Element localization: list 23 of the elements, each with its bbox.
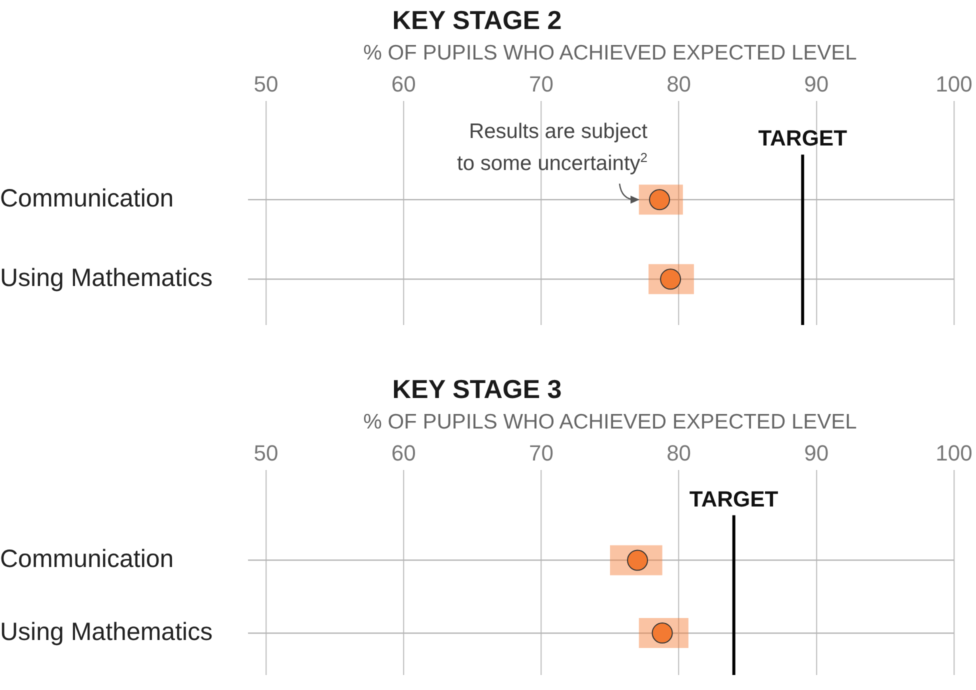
chart-title: KEY STAGE 2: [392, 4, 562, 35]
y-tick-label: Communication: [0, 545, 174, 574]
x-axis-title: % OF PUPILS WHO ACHIEVED EXPECTED LEVEL: [363, 42, 857, 65]
x-tick-label: 90: [804, 440, 829, 466]
y-tick-label: Communication: [0, 184, 174, 213]
chart-title: KEY STAGE 3: [392, 374, 562, 404]
x-tick-label: 80: [666, 440, 692, 466]
y-tick-label: Using Mathematics: [0, 618, 213, 646]
x-tick-label: 100: [936, 440, 972, 466]
x-tick-label: 50: [254, 72, 278, 97]
ref-line-label: TARGET: [689, 486, 779, 512]
x-tick-label: 90: [804, 72, 829, 97]
x-tick-label: 70: [528, 72, 554, 97]
annotation: Results are subject to some uncertainty$^{2}$: [456, 118, 648, 177]
x-tick-label: 60: [391, 440, 416, 466]
ref-line-label: TARGET: [758, 126, 848, 151]
x-tick-label: 50: [254, 440, 278, 466]
x-tick-label: 100: [936, 72, 972, 97]
x-tick-label: 60: [391, 72, 416, 97]
x-tick-label: 80: [666, 72, 692, 97]
x-tick-label: 70: [528, 440, 554, 466]
y-tick-label: Using Mathematics: [0, 264, 213, 292]
x-axis-title: % OF PUPILS WHO ACHIEVED EXPECTED LEVEL: [363, 410, 857, 434]
